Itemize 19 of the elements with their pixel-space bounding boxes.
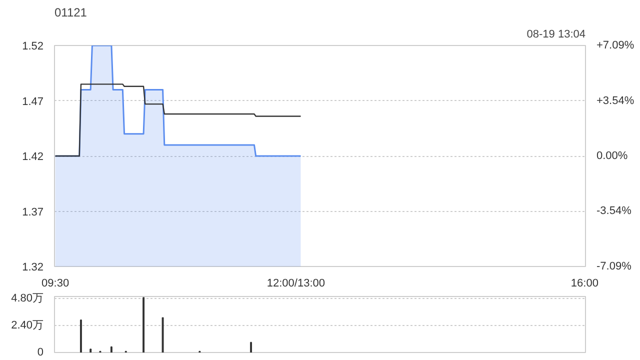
y2-tick-label: +3.54% xyxy=(596,94,634,107)
y-tick-label: 1.32 xyxy=(22,262,44,274)
y2-tick-label: -7.09% xyxy=(596,260,632,272)
y-tick-label: 1.47 xyxy=(22,96,44,108)
line-series xyxy=(54,84,302,157)
y-tick-label: 1.37 xyxy=(22,206,44,218)
y-tick-label: 4.80万 xyxy=(11,292,44,305)
y-tick-label: 2.40万 xyxy=(11,320,44,332)
y-tick-label: 0 xyxy=(37,346,44,358)
y2-tick-label: +7.09% xyxy=(596,40,634,52)
x-tick-label: 09:30 xyxy=(42,278,70,290)
y-tick-label: 1.52 xyxy=(22,40,44,52)
text: 08-19 13:04 xyxy=(526,28,586,40)
y2-tick-label: 0.00% xyxy=(596,150,628,162)
y2-tick-label: -3.54% xyxy=(596,205,632,218)
y-tick-label: 1.42 xyxy=(22,151,44,163)
x-tick-label: 12:00/13:00 xyxy=(266,278,326,290)
x-tick-label: 16:00 xyxy=(570,278,598,290)
chart-title: 01121 xyxy=(54,6,88,20)
